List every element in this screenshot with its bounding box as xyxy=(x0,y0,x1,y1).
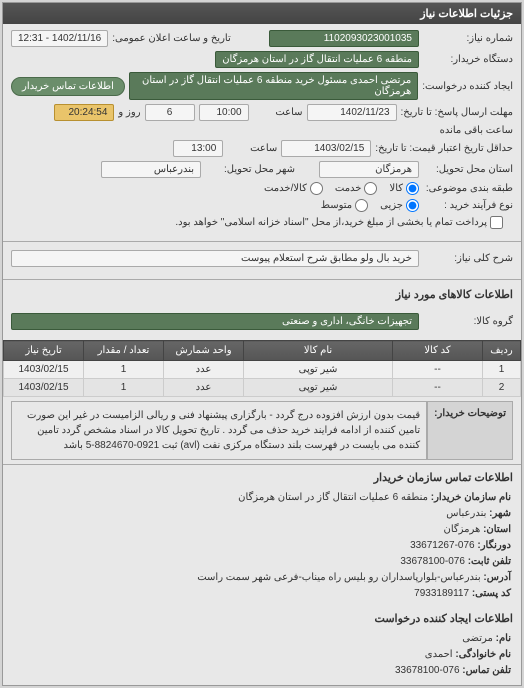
creator-section-title: اطلاعات ایجاد کننده درخواست xyxy=(3,608,521,625)
table-row[interactable]: 1 -- شیر توپی عدد 1 1403/02/15 xyxy=(4,361,521,379)
countdown-field: 20:24:54 xyxy=(54,104,114,121)
deadline-time-label: ساعت xyxy=(253,107,303,118)
post-value: 7933189117 xyxy=(414,588,469,599)
need-title-field: خرید بال ولو مطابق شرح استعلام پیوست xyxy=(11,250,419,267)
creator-field: مرتضی احمدی مسئول خرید منطقه 6 عملیات ان… xyxy=(129,72,418,100)
pub-date-field: 1402/11/16 - 12:31 xyxy=(11,30,108,47)
phone-label: تلفن ثابت: xyxy=(468,556,511,567)
creator-contact-block: نام: مرتضی نام خانوادگی: احمدی تلفن تماس… xyxy=(3,625,521,685)
idcode-value: 076-33671267 xyxy=(410,540,475,551)
contact-prov-value: هرمزگان xyxy=(443,524,480,535)
priority-label: نوع فرآیند خرید : xyxy=(423,200,513,211)
priority-radio-0[interactable] xyxy=(406,199,419,212)
pay-checkbox[interactable] xyxy=(490,216,503,229)
budget-opt-1[interactable]: خدمت xyxy=(335,182,378,195)
validity-time-label: ساعت xyxy=(227,143,277,154)
need-title-label: شرح کلی نیاز: xyxy=(423,253,513,264)
contact-city-value: بندرعباس xyxy=(446,508,486,519)
buyer-field: منطقه 6 عملیات انتقال گاز در استان هرمزگ… xyxy=(215,51,419,68)
pub-date-label: تاریخ و ساعت اعلان عمومی: xyxy=(112,33,231,44)
lname-value: احمدی xyxy=(425,649,453,660)
details-panel: جزئیات اطلاعات نیاز شماره نیاز: 11020930… xyxy=(2,2,522,686)
days-remain-field: 6 xyxy=(145,104,195,121)
col-qty: تعداد / مقدار xyxy=(84,341,164,361)
deadline-date-field: 1402/11/23 xyxy=(307,104,397,121)
city-field: بندرعباس xyxy=(101,161,201,178)
validity-date-field: 1403/02/15 xyxy=(281,140,371,157)
province-field: هرمزگان xyxy=(319,161,419,178)
contact-section-title: اطلاعات تماس سازمان خریدار xyxy=(3,467,521,484)
col-code: کد کالا xyxy=(393,341,483,361)
budget-radio-0[interactable] xyxy=(406,182,419,195)
priority-opt-1[interactable]: متوسط xyxy=(321,199,368,212)
contact-info-button[interactable]: اطلاعات تماس خریدار xyxy=(11,77,125,96)
province-label: استان محل تحویل: xyxy=(423,164,513,175)
fname-value: مرتضی xyxy=(462,633,493,644)
addr-label: آدرس: xyxy=(483,572,511,583)
deadline-time-field: 10:00 xyxy=(199,104,249,121)
lname-label: نام خانوادگی: xyxy=(455,649,511,660)
col-date: تاریخ نیاز xyxy=(4,341,84,361)
col-name: نام کالا xyxy=(244,341,393,361)
days-remain-label: روز و xyxy=(118,107,140,118)
items-table: ردیف کد کالا نام کالا واحد شمارش تعداد /… xyxy=(3,340,521,397)
divider xyxy=(3,241,521,242)
city-label: شهر محل تحویل: xyxy=(205,164,295,175)
budget-label: طبقه بندی موضوعی: xyxy=(423,183,513,194)
panel-title: جزئیات اطلاعات نیاز xyxy=(3,3,521,24)
cphone-label: تلفن تماس: xyxy=(462,665,511,676)
creator-label: ایجاد کننده درخواست: xyxy=(422,81,513,92)
table-row[interactable]: 2 -- شیر توپی عدد 1 1403/02/15 xyxy=(4,379,521,397)
post-label: کد پستی: xyxy=(472,588,511,599)
contact-city-label: شهر: xyxy=(489,508,511,519)
budget-radio-2[interactable] xyxy=(310,182,323,195)
contact-block: نام سازمان خریدار: منطقه 6 عملیات انتقال… xyxy=(3,484,521,608)
countdown-label: ساعت باقی مانده xyxy=(440,125,513,136)
buyer-note-text: قیمت بدون ارزش افزوده درج گردد - بارگزار… xyxy=(11,401,427,460)
header-form: شماره نیاز: 1102093023001035 تاریخ و ساع… xyxy=(3,24,521,239)
req-no-field: 1102093023001035 xyxy=(269,30,419,47)
deadline-label: مهلت ارسال پاسخ: تا تاریخ: xyxy=(401,107,513,118)
divider xyxy=(3,279,521,280)
buyer-note-box: توضیحات خریدار: قیمت بدون ارزش افزوده در… xyxy=(11,401,513,460)
priority-radio-1[interactable] xyxy=(355,199,368,212)
priority-opt-0[interactable]: جزیی xyxy=(380,199,419,212)
idcode-label: دورنگار: xyxy=(477,540,511,551)
pay-note-check[interactable]: پرداخت تمام یا بخشی از مبلغ خرید،از محل … xyxy=(175,216,503,229)
addr-value: بندرعباس-بلوارپاسداران رو بلیس راه میناب… xyxy=(197,572,480,583)
items-section-title: اطلاعات کالاهای مورد نیاز xyxy=(3,282,521,307)
divider xyxy=(3,464,521,465)
fname-label: نام: xyxy=(496,633,511,644)
budget-radio-1[interactable] xyxy=(364,182,377,195)
col-unit: واحد شمارش xyxy=(164,341,244,361)
validity-time-field: 13:00 xyxy=(173,140,223,157)
buyer-note-label: توضیحات خریدار: xyxy=(427,401,513,460)
buyer-label: دستگاه خریدار: xyxy=(423,54,513,65)
validity-label: حداقل تاریخ اعتبار قیمت: تا تاریخ: xyxy=(375,143,513,154)
budget-opt-0[interactable]: کالا xyxy=(389,182,419,195)
contact-prov-label: استان: xyxy=(483,524,511,535)
org-label: نام سازمان خریدار: xyxy=(431,492,511,503)
col-row: ردیف xyxy=(483,341,521,361)
cphone-value: 076-33678100 xyxy=(395,665,460,676)
phone-value: 076-33678100 xyxy=(400,556,465,567)
group-label: گروه کالا: xyxy=(423,316,513,327)
req-no-label: شماره نیاز: xyxy=(423,33,513,44)
org-value: منطقه 6 عملیات انتقال گاز در استان هرمزگ… xyxy=(238,492,428,503)
budget-opt-2[interactable]: کالا/خدمت xyxy=(264,182,323,195)
group-field: تجهیزات خانگی، اداری و صنعتی xyxy=(11,313,419,330)
